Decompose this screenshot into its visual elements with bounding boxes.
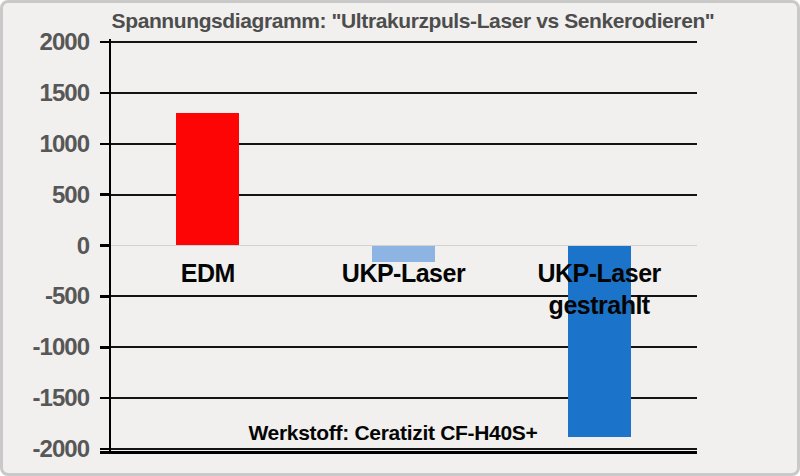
y-tick-label: 2000 xyxy=(3,28,89,56)
y-tick-label: 0 xyxy=(3,232,89,260)
y-tick-label: -2000 xyxy=(3,435,89,463)
bar-edm xyxy=(176,113,239,245)
y-axis-line xyxy=(109,39,112,453)
y-tick-label: 500 xyxy=(3,181,89,209)
chart-title: Spannungsdiagramm: "Ultrakurzpuls-Laser … xyxy=(98,9,728,33)
gridline-1500 xyxy=(110,92,697,94)
material-annotation: Werkstoff: Ceratizit CF-H40S+ xyxy=(113,421,673,445)
gridline-2000 xyxy=(110,41,697,43)
category-label-ukp-laser-gestrahlt: UKP-Laser gestrahlt xyxy=(489,257,709,321)
y-tick-label: -1000 xyxy=(3,333,89,361)
gridline--2000 xyxy=(110,448,697,450)
chart-card: Spannungsdiagramm: "Ultrakurzpuls-Laser … xyxy=(0,0,800,476)
category-label-edm: EDM xyxy=(98,257,318,289)
y-tick-label: 1500 xyxy=(3,79,89,107)
y-tick-label: -500 xyxy=(3,282,89,310)
y-tick-label: 1000 xyxy=(3,130,89,158)
y-tick-label: -1500 xyxy=(3,384,89,412)
x-axis-baseline xyxy=(100,451,697,454)
category-label-ukp-laser: UKP-Laser xyxy=(294,257,514,289)
